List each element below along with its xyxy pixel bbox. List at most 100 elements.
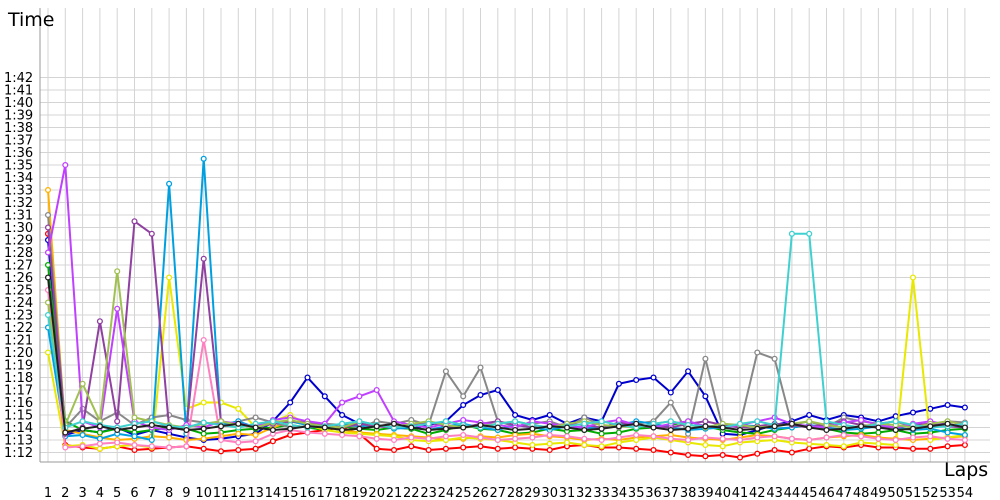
- x-tick-labels: 1 2 3 4 5 6 7 8 9 10 11 12 13 14 15 16 17 18 19 20 21 22 23 24 2…: [44, 486, 973, 500]
- data-point: [788, 230, 795, 237]
- data-point: [408, 434, 415, 441]
- data-point: [546, 440, 553, 447]
- y-tick-label: 1:32: [4, 196, 33, 211]
- data-point: [460, 401, 467, 409]
- data-point: [529, 425, 536, 432]
- x-tick-label: 53: [939, 486, 956, 500]
- data-point: [546, 446, 553, 454]
- data-point: [909, 425, 917, 432]
- data-point: [200, 255, 207, 262]
- y-tick-label: 1:24: [4, 296, 33, 311]
- data-point: [702, 355, 709, 362]
- data-point: [667, 418, 674, 425]
- data-point: [442, 418, 449, 425]
- data-point: [927, 433, 934, 440]
- data-point: [269, 426, 276, 434]
- data-point: [252, 424, 259, 431]
- data-point: [615, 423, 622, 430]
- y-tick-label: 1:19: [4, 359, 33, 374]
- x-tick-label: 37: [663, 486, 680, 500]
- data-point: [927, 445, 934, 452]
- data-point: [96, 318, 103, 325]
- data-point: [702, 441, 709, 449]
- x-tick-label: 26: [472, 486, 489, 500]
- data-point: [806, 424, 813, 431]
- data-point: [321, 424, 328, 431]
- y-tick-labels: 1:121:131:141:151:161:171:181:191:201:21…: [4, 71, 33, 461]
- x-tick-label: 35: [628, 486, 645, 500]
- data-point: [788, 435, 795, 442]
- data-point: [650, 374, 657, 381]
- x-tick-label: 33: [593, 486, 610, 500]
- data-point: [615, 380, 622, 387]
- x-tick-label: 24: [438, 486, 455, 500]
- data-point: [858, 416, 865, 424]
- series-7: [44, 155, 968, 444]
- data-point: [148, 443, 155, 450]
- data-point: [166, 434, 173, 441]
- data-point: [148, 436, 155, 444]
- data-point: [754, 425, 761, 432]
- series-8: [44, 286, 968, 451]
- data-point: [477, 434, 484, 441]
- y-tick-label: 1:42: [4, 71, 33, 86]
- data-point: [736, 436, 744, 444]
- data-point: [131, 441, 138, 449]
- data-point: [460, 444, 467, 451]
- data-point: [114, 418, 121, 425]
- data-point: [633, 431, 640, 439]
- data-point: [44, 249, 52, 256]
- data-point: [269, 438, 276, 445]
- data-point: [304, 374, 311, 381]
- data-point: [460, 431, 467, 439]
- y-tick-label: 1:22: [4, 321, 33, 336]
- data-point: [79, 425, 86, 432]
- data-point: [615, 416, 622, 424]
- data-point: [927, 423, 934, 430]
- data-point: [788, 420, 795, 427]
- x-axis-title: Laps: [944, 459, 988, 481]
- data-point: [754, 418, 761, 425]
- x-tick-label: 22: [403, 486, 420, 500]
- data-point: [339, 399, 346, 406]
- data-point: [512, 435, 519, 442]
- data-point: [529, 441, 536, 449]
- data-point: [148, 230, 155, 237]
- x-tick-label: 50: [887, 486, 904, 500]
- series-lines: [44, 155, 968, 461]
- y-tick-label: 1:20: [4, 346, 33, 361]
- data-point: [875, 429, 882, 436]
- data-point: [650, 424, 657, 431]
- data-point: [390, 446, 398, 454]
- data-point: [961, 431, 968, 439]
- data-point: [961, 404, 968, 411]
- y-tick-label: 1:13: [4, 434, 33, 449]
- x-tick-label: 46: [818, 486, 835, 500]
- data-point: [754, 450, 761, 457]
- data-point: [840, 431, 847, 439]
- data-point: [702, 423, 709, 430]
- data-point: [425, 426, 432, 434]
- data-point: [633, 376, 640, 384]
- data-point: [806, 418, 813, 425]
- y-tick-label: 1:21: [4, 334, 33, 349]
- y-tick-label: 1:17: [4, 384, 33, 399]
- data-point: [563, 424, 571, 431]
- data-point: [633, 445, 640, 452]
- x-tick-label: 47: [836, 486, 853, 500]
- data-point: [615, 439, 622, 446]
- x-tick-label: 10: [195, 486, 212, 500]
- data-point: [131, 446, 138, 454]
- data-point: [944, 401, 951, 409]
- data-point: [512, 426, 519, 434]
- data-point: [685, 368, 692, 375]
- data-point: [858, 433, 865, 440]
- data-point: [425, 420, 432, 427]
- data-point: [62, 444, 69, 451]
- data-point: [356, 433, 363, 440]
- data-point: [183, 426, 190, 434]
- data-point: [339, 431, 346, 439]
- data-point: [944, 420, 951, 427]
- data-point: [494, 445, 501, 452]
